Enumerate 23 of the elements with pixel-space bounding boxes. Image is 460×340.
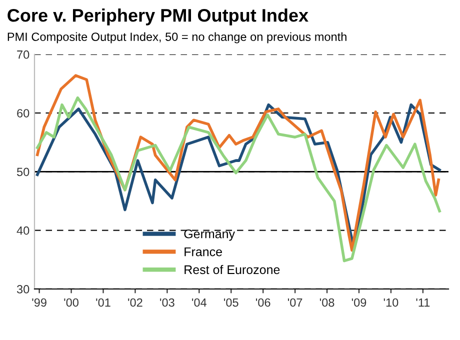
x-tick-label: '05	[224, 298, 238, 307]
x-tick-label: '99	[32, 298, 46, 307]
x-tick-label: '00	[64, 298, 78, 307]
legend-label: France	[184, 247, 222, 256]
x-tick-label: '08	[320, 298, 334, 307]
legend-label: Rest of Eurozone	[184, 264, 280, 274]
x-tick-label: '07	[288, 298, 302, 307]
x-tick-label: '02	[128, 298, 142, 307]
chart-title: Core v. Periphery PMI Output Index	[8, 8, 308, 26]
y-tick-label: 70	[17, 50, 30, 59]
x-tick-label: '03	[160, 298, 174, 307]
x-tick-label: '10	[384, 298, 398, 307]
chart-subtitle: PMI Composite Output Index, 50 = no change on previous month	[8, 32, 346, 44]
x-tick-label: '01	[96, 298, 110, 307]
legend-label: Germany	[184, 229, 235, 241]
x-tick-label: '04	[192, 298, 206, 307]
x-tick-label: '11	[416, 298, 430, 307]
y-tick-label: 60	[17, 109, 30, 118]
x-tick-label: '09	[352, 298, 366, 307]
x-tick-label: '06	[256, 298, 270, 307]
y-tick-label: 40	[16, 226, 30, 235]
y-tick-label: 50	[16, 168, 30, 176]
y-tick-label: 30	[16, 285, 30, 294]
